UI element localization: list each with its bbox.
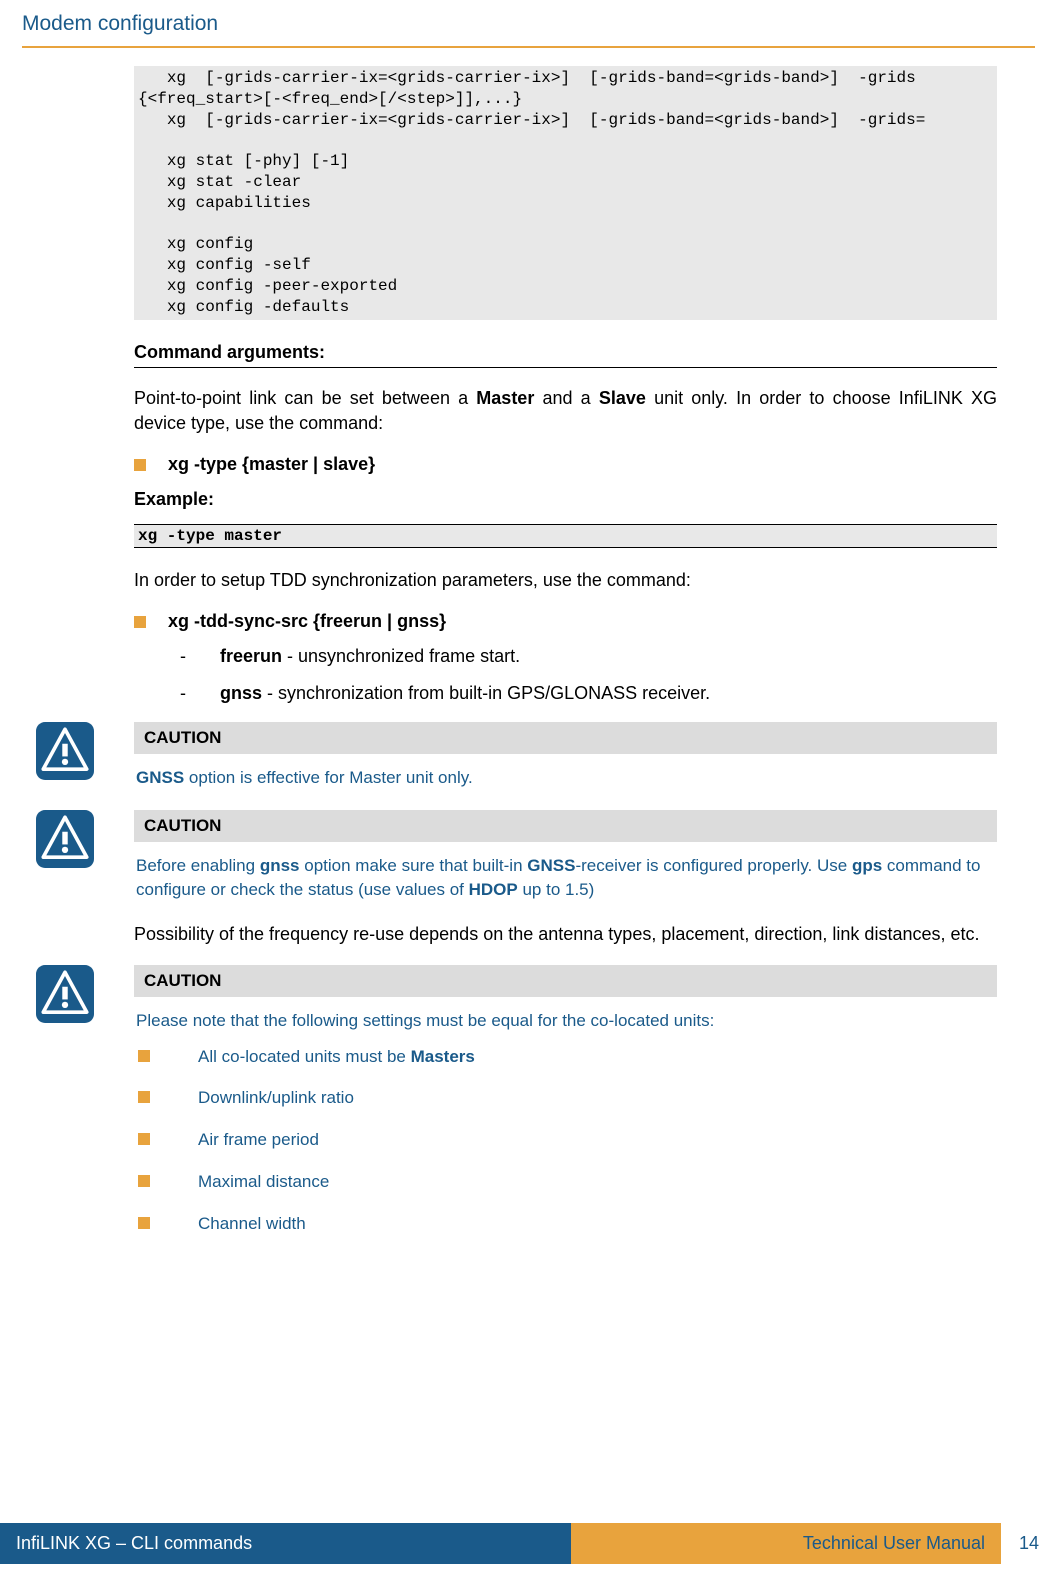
text: option make sure that built-in: [300, 856, 528, 875]
caution-label: CAUTION: [134, 965, 997, 997]
text: All co-located units must be: [198, 1047, 411, 1066]
text: - unsynchronized frame start.: [282, 646, 520, 666]
text-bold: freerun: [220, 646, 282, 666]
list-item: Air frame period: [138, 1128, 995, 1152]
caution-icon: [36, 810, 94, 868]
paragraph-intro-2: In order to setup TDD synchronization pa…: [134, 568, 997, 593]
dash-item-gnss: - gnss - synchronization from built-in G…: [180, 683, 997, 704]
caution-box-3: CAUTION Please note that the following s…: [134, 965, 997, 1256]
list-item-text: Maximal distance: [198, 1170, 329, 1194]
text: Downlink/uplink ratio: [198, 1088, 354, 1107]
text: Air frame period: [198, 1130, 319, 1149]
caution-label: CAUTION: [134, 810, 997, 842]
footer-page-number: 14: [1001, 1523, 1057, 1564]
list-item: Downlink/uplink ratio: [138, 1086, 995, 1110]
bullet-text: xg -tdd-sync-src {freerun | gnss}: [168, 611, 446, 632]
text-bold: gps: [852, 856, 882, 875]
page-header-title: Modem configuration: [0, 0, 1057, 44]
bullet-item-tdd: xg -tdd-sync-src {freerun | gnss}: [134, 611, 997, 632]
text: and a: [534, 388, 599, 408]
page-footer: InfiLINK XG – CLI commands Technical Use…: [0, 1523, 1057, 1564]
list-item: Maximal distance: [138, 1170, 995, 1194]
caution-body: Before enabling gnss option make sure th…: [134, 842, 997, 904]
dash-text: gnss - synchronization from built-in GPS…: [220, 683, 710, 704]
caution-intro: Please note that the following settings …: [136, 1011, 714, 1030]
page-content: xg [-grids-carrier-ix=<grids-carrier-ix>…: [0, 48, 1057, 1255]
text-bold: gnss: [260, 856, 300, 875]
bullet-square-icon: [138, 1217, 150, 1229]
text: -receiver is configured properly. Use: [575, 856, 852, 875]
text-bold: Master: [476, 388, 534, 408]
heading-rule: [134, 367, 997, 368]
bullet-item-type: xg -type {master | slave}: [134, 454, 997, 475]
footer-left-label: InfiLINK XG – CLI commands: [0, 1523, 571, 1564]
code-block-syntax: xg [-grids-carrier-ix=<grids-carrier-ix>…: [134, 66, 997, 320]
bullet-square-icon: [138, 1175, 150, 1187]
bullet-square-icon: [134, 616, 146, 628]
caution-list: All co-located units must be Masters Dow…: [136, 1045, 995, 1236]
bullet-text: xg -type {master | slave}: [168, 454, 375, 475]
list-item-text: Air frame period: [198, 1128, 319, 1152]
caution-box-2: CAUTION Before enabling gnss option make…: [134, 810, 997, 904]
list-item-text: All co-located units must be Masters: [198, 1045, 475, 1069]
paragraph-intro-1: Point-to-point link can be set between a…: [134, 386, 997, 436]
list-item-text: Channel width: [198, 1212, 306, 1236]
text: Channel width: [198, 1214, 306, 1233]
dash-text: freerun - unsynchronized frame start.: [220, 646, 520, 667]
bullet-square-icon: [138, 1091, 150, 1103]
text: Before enabling: [136, 856, 260, 875]
text: option is effective for Master unit only…: [184, 768, 473, 787]
paragraph-frequency: Possibility of the frequency re-use depe…: [134, 922, 997, 947]
dash-item-freerun: - freerun - unsynchronized frame start.: [180, 646, 997, 667]
text: up to 1.5): [518, 880, 595, 899]
text-bold: Masters: [411, 1047, 475, 1066]
dash-icon: -: [180, 683, 220, 704]
heading-example: Example:: [134, 489, 997, 510]
list-item: All co-located units must be Masters: [138, 1045, 995, 1069]
text-bold: Slave: [599, 388, 646, 408]
caution-box-1: CAUTION GNSS option is effective for Mas…: [134, 722, 997, 792]
caution-body: GNSS option is effective for Master unit…: [134, 754, 997, 792]
bullet-square-icon: [134, 459, 146, 471]
caution-icon: [36, 722, 94, 780]
text: Maximal distance: [198, 1172, 329, 1191]
caution-icon: [36, 965, 94, 1023]
text-bold: HDOP: [469, 880, 518, 899]
text-bold: GNSS: [527, 856, 575, 875]
caution-label: CAUTION: [134, 722, 997, 754]
text-bold: GNSS: [136, 768, 184, 787]
list-item: Channel width: [138, 1212, 995, 1236]
caution-body: Please note that the following settings …: [134, 997, 997, 1256]
code-block-example: xg -type master: [134, 524, 997, 548]
text: - synchronization from built-in GPS/GLON…: [262, 683, 710, 703]
bullet-square-icon: [138, 1050, 150, 1062]
footer-right-label: Technical User Manual: [571, 1523, 1001, 1564]
text-bold: gnss: [220, 683, 262, 703]
list-item-text: Downlink/uplink ratio: [198, 1086, 354, 1110]
dash-icon: -: [180, 646, 220, 667]
bullet-square-icon: [138, 1133, 150, 1145]
text: Point-to-point link can be set between a: [134, 388, 476, 408]
heading-command-arguments: Command arguments:: [134, 342, 997, 363]
